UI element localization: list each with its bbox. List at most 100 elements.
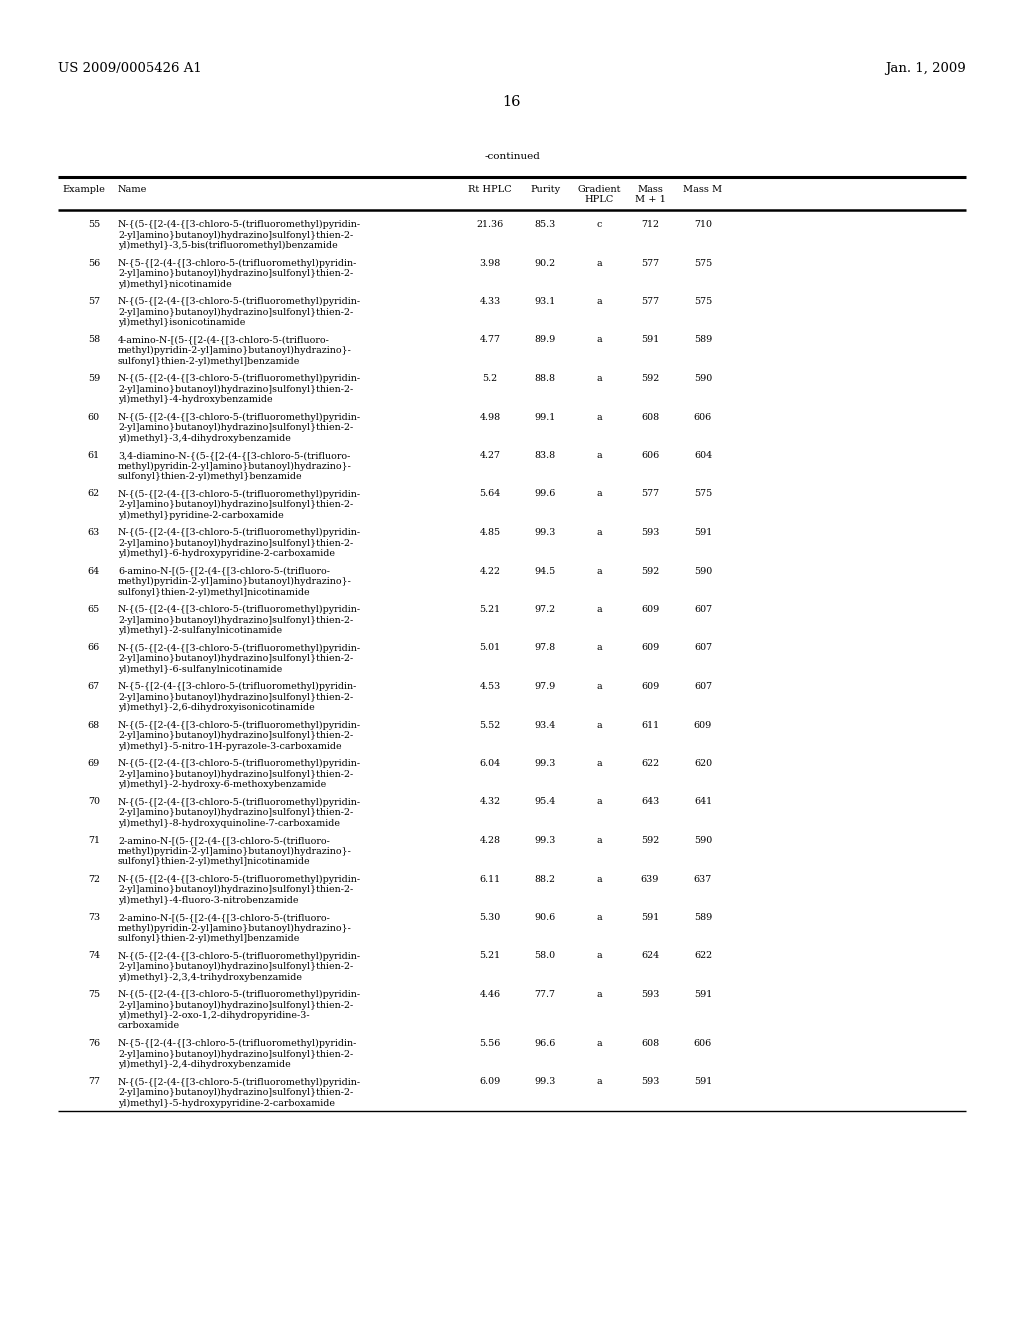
Text: 97.9: 97.9 <box>535 682 556 690</box>
Text: 99.3: 99.3 <box>535 836 556 845</box>
Text: 5.56: 5.56 <box>479 1039 501 1048</box>
Text: HPLC: HPLC <box>585 195 613 205</box>
Text: 606: 606 <box>641 451 659 459</box>
Text: 4.77: 4.77 <box>479 335 501 345</box>
Text: a: a <box>596 990 602 999</box>
Text: 590: 590 <box>694 374 712 383</box>
Text: a: a <box>596 644 602 652</box>
Text: 592: 592 <box>641 374 659 383</box>
Text: 591: 591 <box>694 1077 712 1086</box>
Text: 4.32: 4.32 <box>479 797 501 807</box>
Text: 575: 575 <box>694 259 712 268</box>
Text: a: a <box>596 1077 602 1086</box>
Text: N-{(5-{[2-(4-{[3-chloro-5-(trifluoromethyl)pyridin-: N-{(5-{[2-(4-{[3-chloro-5-(trifluorometh… <box>118 490 361 499</box>
Text: yl)methyl}-2-sulfanylnicotinamide: yl)methyl}-2-sulfanylnicotinamide <box>118 626 283 635</box>
Text: N-{(5-{[2-(4-{[3-chloro-5-(trifluoromethyl)pyridin-: N-{(5-{[2-(4-{[3-chloro-5-(trifluorometh… <box>118 990 361 999</box>
Text: M + 1: M + 1 <box>635 195 666 205</box>
Text: 69: 69 <box>88 759 100 768</box>
Text: 83.8: 83.8 <box>535 451 556 459</box>
Text: 61: 61 <box>88 451 100 459</box>
Text: sulfonyl}thien-2-yl)methyl]nicotinamide: sulfonyl}thien-2-yl)methyl]nicotinamide <box>118 587 310 597</box>
Text: 590: 590 <box>694 566 712 576</box>
Text: 2-yl]amino}butanoyl)hydrazino]sulfonyl}thien-2-: 2-yl]amino}butanoyl)hydrazino]sulfonyl}t… <box>118 308 353 317</box>
Text: yl)methyl}-2,4-dihydroxybenzamide: yl)methyl}-2,4-dihydroxybenzamide <box>118 1060 291 1069</box>
Text: 2-yl]amino}butanoyl)hydrazino]sulfonyl}thien-2-: 2-yl]amino}butanoyl)hydrazino]sulfonyl}t… <box>118 1088 353 1097</box>
Text: 2-amino-N-[(5-{[2-(4-{[3-chloro-5-(trifluoro-: 2-amino-N-[(5-{[2-(4-{[3-chloro-5-(trifl… <box>118 836 330 845</box>
Text: 67: 67 <box>88 682 100 690</box>
Text: 55: 55 <box>88 220 100 228</box>
Text: 94.5: 94.5 <box>535 566 556 576</box>
Text: a: a <box>596 1039 602 1048</box>
Text: 590: 590 <box>694 836 712 845</box>
Text: Jan. 1, 2009: Jan. 1, 2009 <box>886 62 966 75</box>
Text: 4.27: 4.27 <box>479 451 501 459</box>
Text: 592: 592 <box>641 566 659 576</box>
Text: 575: 575 <box>694 297 712 306</box>
Text: N-{(5-{[2-(4-{[3-chloro-5-(trifluoromethyl)pyridin-: N-{(5-{[2-(4-{[3-chloro-5-(trifluorometh… <box>118 644 361 652</box>
Text: a: a <box>596 874 602 883</box>
Text: N-{(5-{[2-(4-{[3-chloro-5-(trifluoromethyl)pyridin-: N-{(5-{[2-(4-{[3-chloro-5-(trifluorometh… <box>118 412 361 421</box>
Text: 607: 607 <box>694 682 712 690</box>
Text: 56: 56 <box>88 259 100 268</box>
Text: methyl)pyridin-2-yl]amino}butanoyl)hydrazino}-: methyl)pyridin-2-yl]amino}butanoyl)hydra… <box>118 846 352 855</box>
Text: N-{(5-{[2-(4-{[3-chloro-5-(trifluoromethyl)pyridin-: N-{(5-{[2-(4-{[3-chloro-5-(trifluorometh… <box>118 874 361 883</box>
Text: 6-amino-N-[(5-{[2-(4-{[3-chloro-5-(trifluoro-: 6-amino-N-[(5-{[2-(4-{[3-chloro-5-(trifl… <box>118 566 330 576</box>
Text: 99.3: 99.3 <box>535 759 556 768</box>
Text: c: c <box>596 220 602 228</box>
Text: Mass: Mass <box>637 185 663 194</box>
Text: 2-yl]amino}butanoyl)hydrazino]sulfonyl}thien-2-: 2-yl]amino}butanoyl)hydrazino]sulfonyl}t… <box>118 422 353 432</box>
Text: 593: 593 <box>641 990 659 999</box>
Text: N-{(5-{[2-(4-{[3-chloro-5-(trifluoromethyl)pyridin-: N-{(5-{[2-(4-{[3-chloro-5-(trifluorometh… <box>118 721 361 730</box>
Text: 2-yl]amino}butanoyl)hydrazino]sulfonyl}thien-2-: 2-yl]amino}butanoyl)hydrazino]sulfonyl}t… <box>118 1001 353 1010</box>
Text: a: a <box>596 797 602 807</box>
Text: yl)methyl}-2-oxo-1,2-dihydropyridine-3-: yl)methyl}-2-oxo-1,2-dihydropyridine-3- <box>118 1011 309 1020</box>
Text: sulfonyl}thien-2-yl)methyl]nicotinamide: sulfonyl}thien-2-yl)methyl]nicotinamide <box>118 857 310 866</box>
Text: 609: 609 <box>641 682 659 690</box>
Text: methyl)pyridin-2-yl]amino}butanoyl)hydrazino}-: methyl)pyridin-2-yl]amino}butanoyl)hydra… <box>118 346 352 355</box>
Text: yl)methyl}isonicotinamide: yl)methyl}isonicotinamide <box>118 318 246 327</box>
Text: 3,4-diamino-N-{(5-{[2-(4-{[3-chloro-5-(trifluoro-: 3,4-diamino-N-{(5-{[2-(4-{[3-chloro-5-(t… <box>118 451 350 459</box>
Text: 77.7: 77.7 <box>535 990 555 999</box>
Text: yl)methyl}-6-hydroxypyridine-2-carboxamide: yl)methyl}-6-hydroxypyridine-2-carboxami… <box>118 549 335 558</box>
Text: yl)methyl}-2,3,4-trihydroxybenzamide: yl)methyl}-2,3,4-trihydroxybenzamide <box>118 973 302 982</box>
Text: 609: 609 <box>641 644 659 652</box>
Text: 68: 68 <box>88 721 100 730</box>
Text: 21.36: 21.36 <box>476 220 504 228</box>
Text: 59: 59 <box>88 374 100 383</box>
Text: yl)methyl}-5-nitro-1H-pyrazole-3-carboxamide: yl)methyl}-5-nitro-1H-pyrazole-3-carboxa… <box>118 742 342 751</box>
Text: 4.22: 4.22 <box>479 566 501 576</box>
Text: 592: 592 <box>641 836 659 845</box>
Text: 591: 591 <box>641 913 659 921</box>
Text: 93.4: 93.4 <box>535 721 556 730</box>
Text: 624: 624 <box>641 952 659 961</box>
Text: 64: 64 <box>88 566 100 576</box>
Text: yl)methyl}-3,5-bis(trifluoromethyl)benzamide: yl)methyl}-3,5-bis(trifluoromethyl)benza… <box>118 242 338 249</box>
Text: 72: 72 <box>88 874 100 883</box>
Text: yl)methyl}-6-sulfanylnicotinamide: yl)methyl}-6-sulfanylnicotinamide <box>118 664 283 673</box>
Text: carboxamide: carboxamide <box>118 1022 180 1031</box>
Text: 2-yl]amino}butanoyl)hydrazino]sulfonyl}thien-2-: 2-yl]amino}butanoyl)hydrazino]sulfonyl}t… <box>118 962 353 972</box>
Text: 65: 65 <box>88 605 100 614</box>
Text: 71: 71 <box>88 836 100 845</box>
Text: a: a <box>596 566 602 576</box>
Text: 5.01: 5.01 <box>479 644 501 652</box>
Text: a: a <box>596 721 602 730</box>
Text: 589: 589 <box>694 913 712 921</box>
Text: 2-yl]amino}butanoyl)hydrazino]sulfonyl}thien-2-: 2-yl]amino}butanoyl)hydrazino]sulfonyl}t… <box>118 231 353 240</box>
Text: yl)methyl}-3,4-dihydroxybenzamide: yl)methyl}-3,4-dihydroxybenzamide <box>118 433 291 442</box>
Text: 593: 593 <box>641 528 659 537</box>
Text: 637: 637 <box>694 874 712 883</box>
Text: a: a <box>596 451 602 459</box>
Text: 97.2: 97.2 <box>535 605 556 614</box>
Text: N-{(5-{[2-(4-{[3-chloro-5-(trifluoromethyl)pyridin-: N-{(5-{[2-(4-{[3-chloro-5-(trifluorometh… <box>118 297 361 306</box>
Text: Mass M: Mass M <box>683 185 723 194</box>
Text: yl)methyl}-8-hydroxyquinoline-7-carboxamide: yl)methyl}-8-hydroxyquinoline-7-carboxam… <box>118 818 340 828</box>
Text: 60: 60 <box>88 412 100 421</box>
Text: a: a <box>596 759 602 768</box>
Text: a: a <box>596 605 602 614</box>
Text: a: a <box>596 528 602 537</box>
Text: 2-yl]amino}butanoyl)hydrazino]sulfonyl}thien-2-: 2-yl]amino}butanoyl)hydrazino]sulfonyl}t… <box>118 770 353 779</box>
Text: 93.1: 93.1 <box>535 297 556 306</box>
Text: a: a <box>596 297 602 306</box>
Text: a: a <box>596 682 602 690</box>
